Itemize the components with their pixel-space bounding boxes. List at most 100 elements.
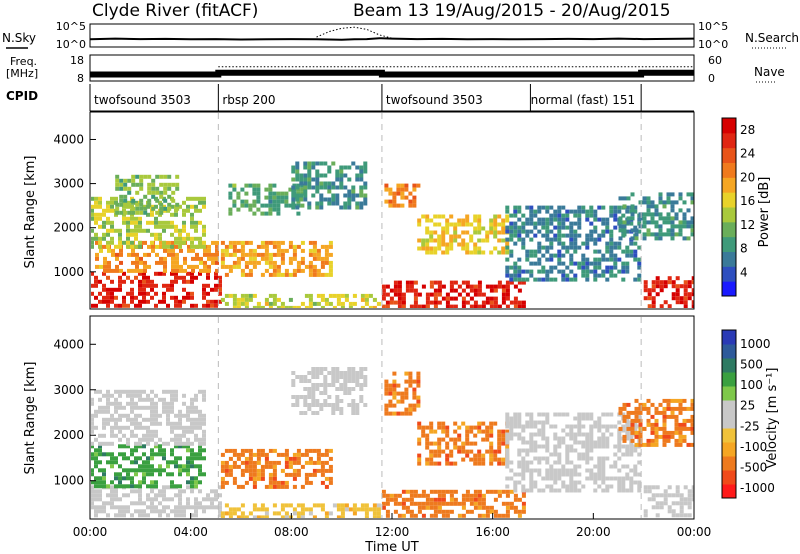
velocity-cell <box>409 489 414 494</box>
velocity-cell <box>597 484 602 489</box>
power-cell <box>650 220 655 225</box>
velocity-cell <box>453 445 458 450</box>
velocity-cell <box>320 503 325 508</box>
velocity-cell <box>98 489 102 494</box>
frequency-panel: Freq. [MHz] 18 8 60 0 Nave <box>6 54 785 85</box>
power-cell <box>465 218 470 223</box>
power-cell <box>409 288 414 293</box>
velocity-cell <box>622 414 627 419</box>
velocity-cell <box>335 407 340 411</box>
power-cell <box>206 271 210 276</box>
velocity-cell <box>517 460 522 465</box>
velocity-cell <box>150 468 154 473</box>
velocity-cell <box>609 412 614 417</box>
velocity-cell <box>412 407 417 412</box>
power-cell <box>130 244 134 249</box>
power-cell <box>280 191 285 196</box>
power-cell <box>138 244 142 249</box>
velocity-cell <box>433 461 438 466</box>
power-cell <box>557 241 562 246</box>
velocity-cell <box>425 497 430 502</box>
velocity-cell <box>252 476 257 481</box>
power-cell <box>268 199 273 204</box>
velocity-cell <box>174 433 178 438</box>
velocity-cell <box>437 425 442 430</box>
velocity-cell <box>489 509 494 514</box>
velocity-cell <box>332 503 337 508</box>
power-cell <box>630 216 635 221</box>
power-cell <box>244 252 249 257</box>
power-cell <box>509 249 514 254</box>
velocity-cell <box>577 452 582 457</box>
velocity-cell <box>118 389 122 394</box>
velocity-cell <box>308 460 313 465</box>
power-cell <box>291 177 296 182</box>
velocity-cell <box>252 503 257 508</box>
power-cell <box>581 257 586 262</box>
velocity-cell <box>601 464 606 469</box>
power-cell <box>147 198 152 203</box>
power-cell <box>359 173 364 178</box>
power-cell <box>268 240 273 245</box>
power-cell <box>674 212 679 217</box>
power-cell <box>457 292 462 297</box>
power-cell <box>461 304 466 308</box>
power-cell <box>659 288 664 293</box>
power-cell <box>118 228 122 233</box>
power-cell <box>236 301 241 306</box>
power-cell <box>220 260 225 265</box>
velocity-cell <box>154 429 158 434</box>
power-cell <box>589 269 594 274</box>
power-cell <box>131 248 135 253</box>
velocity-cell <box>597 472 602 477</box>
velocity-cell <box>190 464 194 469</box>
power-cell <box>521 241 526 246</box>
power-cell <box>174 240 178 245</box>
power-cell <box>324 301 329 306</box>
velocity-cell <box>521 428 526 433</box>
power-cell <box>191 256 195 261</box>
velocity-cell <box>166 421 170 426</box>
velocity-cell <box>311 391 316 395</box>
velocity-cell <box>667 505 672 510</box>
power-cell <box>509 277 514 282</box>
power-cell <box>481 292 486 297</box>
power-cell <box>449 214 454 219</box>
velocity-cell <box>198 472 202 477</box>
velocity-cell <box>497 441 502 446</box>
power-cell <box>110 240 114 245</box>
power-cell <box>291 197 296 202</box>
power-cell <box>220 240 225 245</box>
power-cell <box>545 237 550 242</box>
velocity-cell <box>593 488 598 493</box>
power-cell <box>106 303 110 308</box>
power-cell <box>142 299 146 304</box>
power-cell <box>549 265 554 270</box>
power-cell <box>445 304 450 308</box>
velocity-cell <box>166 401 170 406</box>
power-cell <box>408 191 413 196</box>
power-cell <box>315 205 320 210</box>
power-cell <box>328 301 333 306</box>
power-cell <box>650 204 655 209</box>
velocity-cell <box>404 379 409 384</box>
power-cell <box>288 297 293 302</box>
power-cell <box>437 300 442 305</box>
velocity-cell <box>202 397 206 402</box>
power-cell <box>146 212 150 217</box>
power-cell <box>155 174 160 179</box>
velocity-cell <box>106 393 110 398</box>
power-cell <box>194 220 198 225</box>
power-cell <box>505 292 510 297</box>
velocity-cell <box>284 456 289 461</box>
power-cell <box>339 185 344 190</box>
power-cell <box>206 275 210 280</box>
power-cell <box>320 244 325 249</box>
velocity-cell <box>292 484 297 489</box>
power-cell <box>593 209 598 214</box>
velocity-cell <box>513 424 518 429</box>
velocity-cell <box>190 417 194 422</box>
velocity-cell <box>453 489 458 494</box>
power-cell <box>675 288 680 293</box>
velocity-cell <box>122 468 126 473</box>
